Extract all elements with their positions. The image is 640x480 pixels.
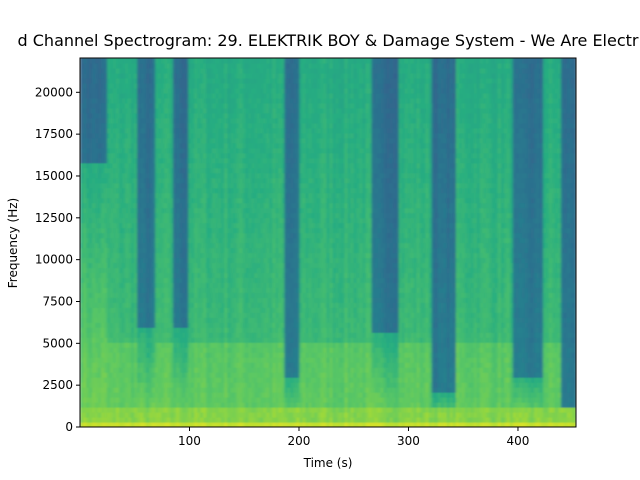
y-tick-label: 17500 — [35, 127, 73, 141]
plot-frame — [79, 57, 577, 428]
y-tick-label: 2500 — [42, 378, 73, 392]
y-tick-label: 15000 — [35, 169, 73, 183]
y-tick-label: 10000 — [35, 253, 73, 267]
y-tick-label: 0 — [65, 420, 73, 434]
y-tick-label: 12500 — [35, 211, 73, 225]
y-tick-label: 20000 — [35, 85, 73, 99]
x-tick-label: 300 — [397, 434, 420, 448]
x-tick-label: 100 — [178, 434, 201, 448]
y-axis-ticks: 0 2500 5000 7500 10000 12500 15000 17500 20000 — [35, 85, 80, 434]
x-axis-label: Time (s) — [303, 456, 353, 470]
y-tick-label: 7500 — [42, 294, 73, 308]
x-tick-label: 400 — [507, 434, 530, 448]
y-tick-label: 5000 — [42, 336, 73, 350]
x-tick-label: 200 — [288, 434, 311, 448]
chart-title: d Channel Spectrogram: 29. ELEKTRIK BOY … — [17, 31, 639, 50]
x-axis-ticks: 100 200 300 400 — [178, 427, 529, 448]
spectrogram-heatmap — [80, 58, 576, 427]
